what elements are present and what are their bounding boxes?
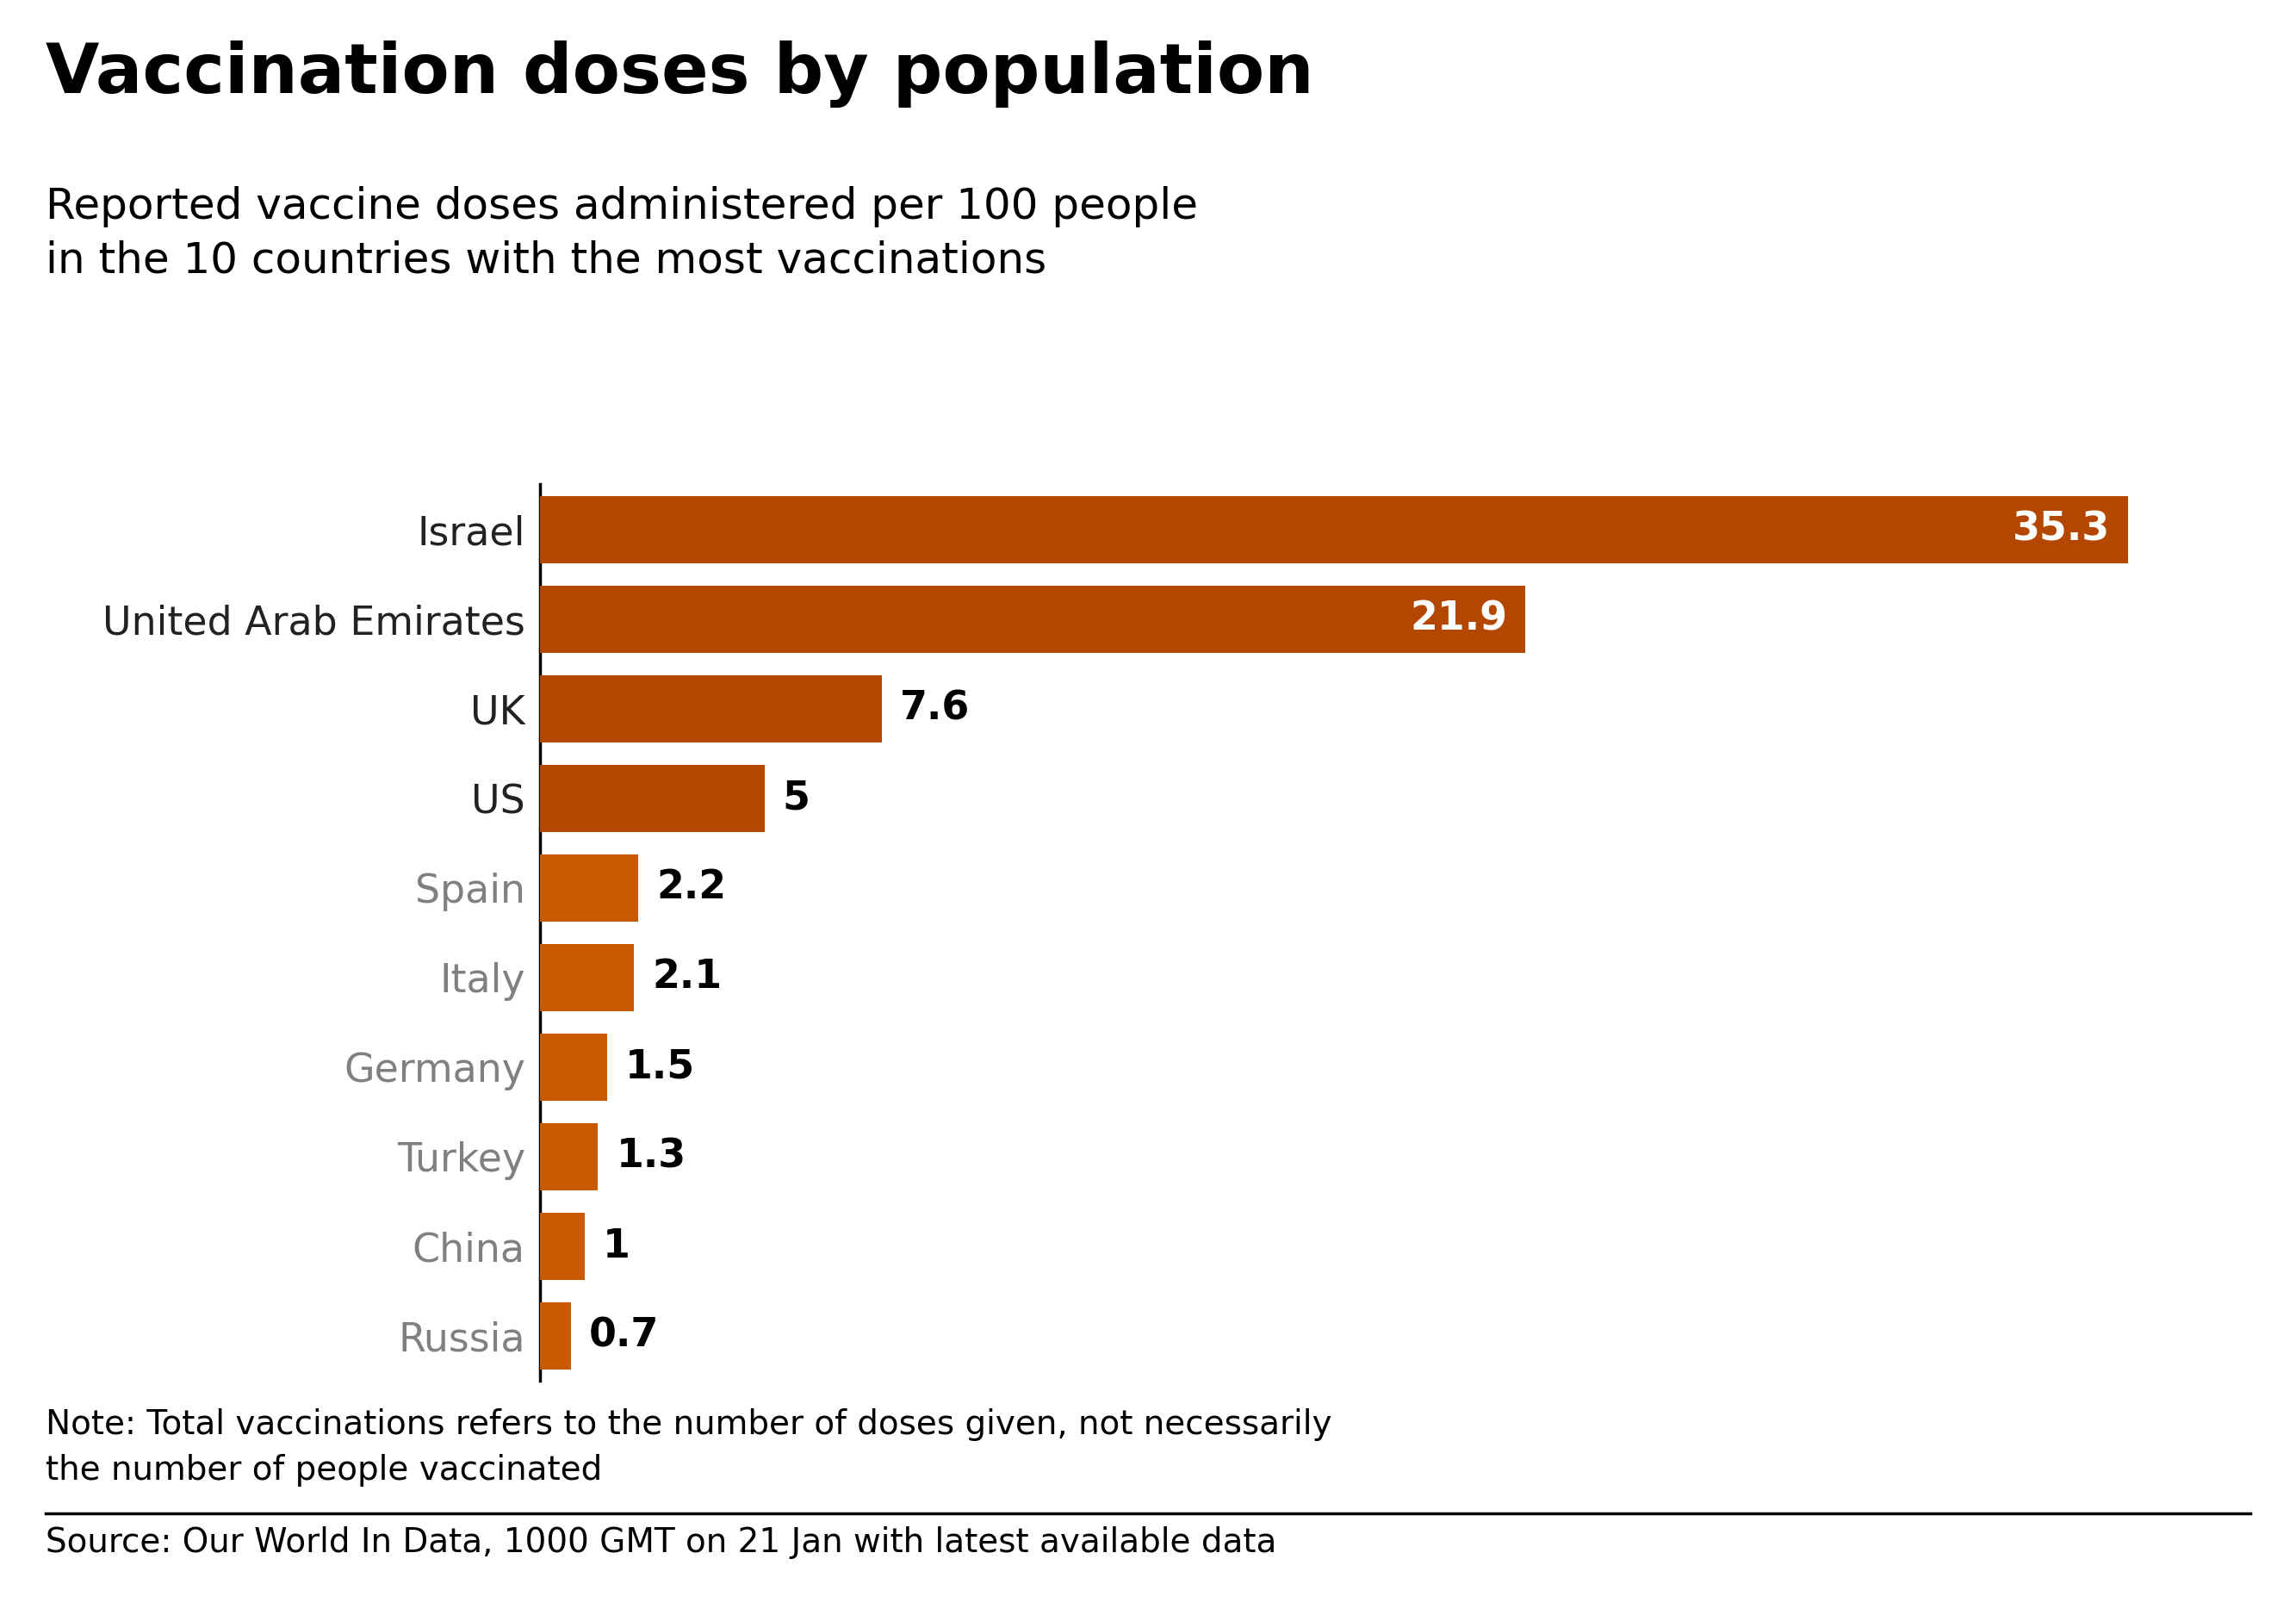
Bar — [540, 854, 638, 922]
Text: 35.3: 35.3 — [2014, 510, 2110, 549]
Bar — [540, 496, 2128, 564]
Bar — [540, 675, 882, 743]
Text: 0.7: 0.7 — [590, 1316, 659, 1355]
Bar — [540, 943, 634, 1011]
Bar — [540, 1122, 597, 1190]
Text: Note: Total vaccinations refers to the number of doses given, not necessarily
th: Note: Total vaccinations refers to the n… — [46, 1408, 1332, 1487]
Text: 1.3: 1.3 — [615, 1137, 687, 1176]
Text: 2.2: 2.2 — [657, 869, 726, 908]
Text: Source: Our World In Data, 1000 GMT on 21 Jan with latest available data: Source: Our World In Data, 1000 GMT on 2… — [46, 1526, 1277, 1558]
Text: 1.5: 1.5 — [625, 1048, 696, 1087]
Bar — [540, 1302, 572, 1370]
Text: 1: 1 — [602, 1227, 629, 1266]
Text: Vaccination doses by population: Vaccination doses by population — [46, 40, 1313, 108]
Text: 2.1: 2.1 — [652, 958, 721, 996]
Bar — [540, 585, 1525, 652]
Bar — [540, 1213, 585, 1281]
Text: BBC: BBC — [2122, 1542, 2223, 1588]
Text: 7.6: 7.6 — [900, 690, 969, 728]
Text: 21.9: 21.9 — [1410, 599, 1506, 638]
Text: 5: 5 — [783, 778, 810, 817]
Bar — [540, 764, 765, 832]
Bar — [540, 1034, 606, 1101]
Text: Reported vaccine doses administered per 100 people
in the 10 countries with the : Reported vaccine doses administered per … — [46, 186, 1199, 281]
